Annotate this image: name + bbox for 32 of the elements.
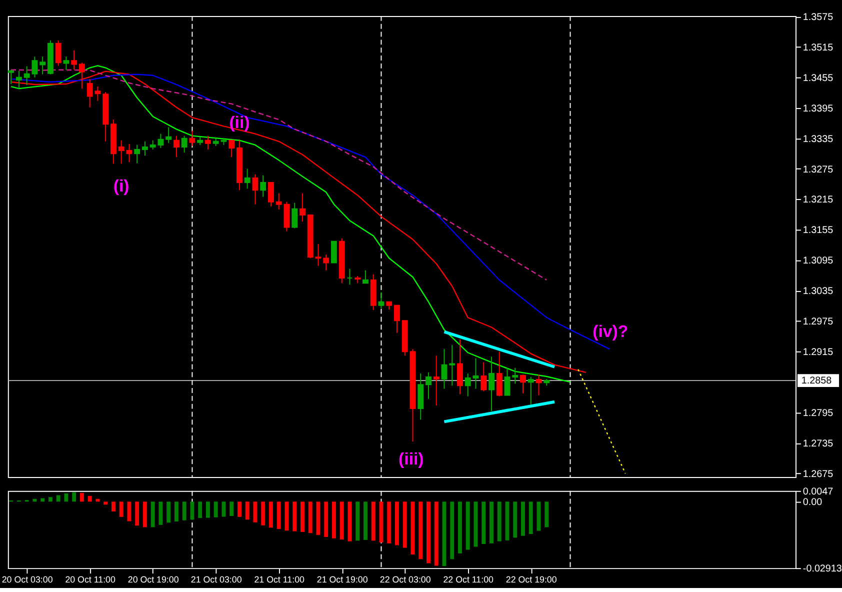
y-tick-label: 1.2975 [802,316,834,328]
y-tick-label: 1.3215 [802,194,834,206]
x-tick-label: 20 Oct 19:00 [128,574,179,584]
y-tick-label: 1.3515 [802,42,834,54]
annotation: (iii) [398,449,424,468]
x-tick-label: 22 Oct 19:00 [506,574,557,584]
y-tick-label: 1.3395 [802,103,834,114]
x-tick-label: 22 Oct 03:00 [380,574,431,584]
ref-line-label: 1.2858 [801,376,832,387]
x-tick-label: 22 Oct 11:00 [443,574,494,584]
y-tick-label: 1.2915 [802,347,834,358]
y-tick-label: -0.02913 [802,564,842,575]
x-tick-label: 21 Oct 11:00 [254,574,305,584]
x-tick-label: 21 Oct 03:00 [190,574,242,584]
y-tick-label: 1.3275 [802,164,834,176]
x-tick-label: 21 Oct 19:00 [316,574,368,584]
annotation: (i) [113,176,130,196]
y-tick-label: 1.3155 [802,225,834,236]
x-tick-label: 20 Oct 11:00 [65,574,116,584]
y-tick-label: 0.00 [802,497,823,508]
y-tick-label: 1.3575 [802,12,834,23]
y-tick-label: 1.2735 [802,438,834,450]
y-tick-label: 1.2795 [802,408,834,420]
x-tick-label: 20 Oct 03:00 [2,574,53,584]
y-tick-label: 1.2675 [802,468,834,480]
annotation: (ii) [229,112,250,132]
y-tick-label: 0.0047 [802,486,834,498]
annotation: (iv)? [592,322,628,341]
y-tick-label: 1.3095 [802,256,834,267]
y-tick-label: 1.3335 [802,134,834,145]
y-tick-label: 1.3035 [802,286,834,298]
y-tick-label: 1.3455 [802,72,834,84]
